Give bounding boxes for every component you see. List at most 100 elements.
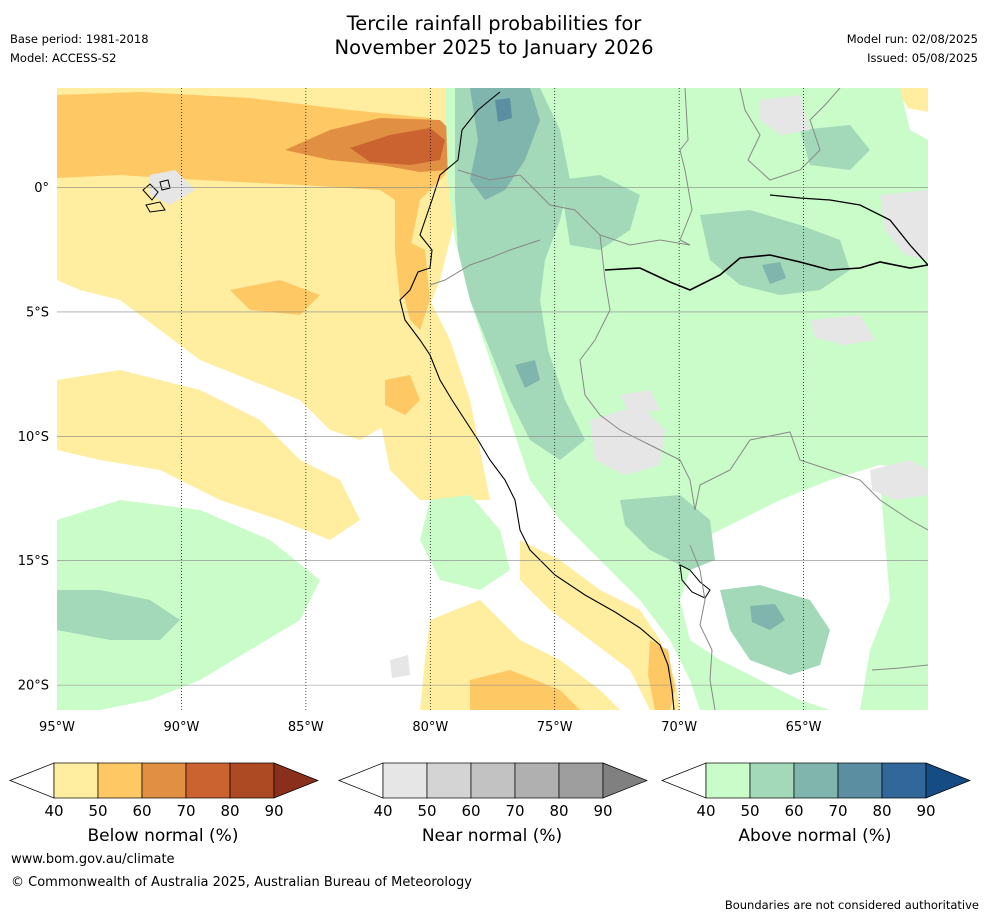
issued-date: Issued: 05/08/2025 (867, 51, 978, 65)
above-60-region-east (700, 210, 850, 295)
colorbar-segment (558, 762, 604, 799)
lon-tick-label: 90°W (163, 720, 199, 735)
colorbar-segment (837, 762, 883, 799)
river-amazon (604, 254, 928, 291)
near-50-region-4 (880, 190, 928, 260)
colorbar-segment (793, 762, 839, 799)
above-70-region-south (750, 604, 785, 630)
above-70-region-central (515, 360, 540, 388)
model-name: Model: ACCESS-S2 (10, 51, 117, 65)
lat-tick-label: 5°S (26, 305, 49, 320)
colorbar-tick-label: 70 (505, 802, 524, 820)
near-normal-areas (150, 95, 928, 678)
colorbar-tick-label: 40 (44, 802, 63, 820)
coastline-north (461, 91, 501, 131)
above-70-region-north (470, 88, 540, 200)
colorbar-tick-label: 60 (132, 802, 151, 820)
map-title: Tercile rainfall probabilities for Novem… (0, 12, 988, 60)
colorbar-segment (229, 762, 275, 799)
below-60-region-south (470, 670, 580, 710)
below-50-region-peru (520, 540, 680, 710)
border-chile-bolivia (871, 664, 928, 671)
colorbar-title-above: Above normal (%) (738, 826, 892, 846)
colorbar-tick-label: 60 (784, 802, 803, 820)
below-80-region (350, 128, 445, 165)
colorbar-below-normal: 40 50 60 70 80 90 (9, 762, 319, 820)
above-60-region-south-2 (720, 585, 830, 675)
below-50-region-coast (380, 300, 490, 500)
colorbar-tick-label: 50 (88, 802, 107, 820)
near-50-region-5 (810, 315, 875, 345)
colorbar-segment (881, 762, 927, 799)
below-60-region-coast-south (648, 640, 675, 710)
above-80-region-north (495, 98, 512, 122)
footer-disclaimer: Boundaries are not considered authoritat… (724, 898, 979, 912)
colorbar-extend-low (338, 762, 384, 799)
lon-tick-label: 65°W (786, 720, 822, 735)
colorbar-tick-label: 70 (828, 802, 847, 820)
above-60-region-west (57, 590, 180, 640)
colorbar-tick-label: 80 (220, 802, 239, 820)
near-50-region-7 (390, 655, 410, 678)
colorbars: 40 50 60 70 80 90 40 50 60 70 80 90 40 50 60 70 80 90 (9, 762, 971, 820)
above-50-region-pacific (420, 495, 510, 590)
colorbar-above-normal: 40 50 60 70 80 90 (661, 762, 971, 820)
lat-tick-label: 0° (34, 181, 49, 196)
colorbar-tick-label: 90 (916, 802, 935, 820)
below-60-region-small-1 (230, 280, 320, 315)
lat-tick-label: 15°S (18, 554, 49, 569)
colorbar-near-normal: 40 50 60 70 80 90 (338, 762, 648, 820)
axis-tick-labels: 95°W 90°W 85°W 80°W 75°W 70°W 65°W 0° 5°S 10°S 15°… (18, 181, 822, 735)
colorbar-title-below: Below normal (%) (87, 826, 239, 846)
geography-lines (142, 88, 928, 710)
colorbar-segment (141, 762, 187, 799)
map-panel (57, 88, 928, 710)
above-normal-areas (57, 88, 928, 710)
border-peru-bolivia (689, 544, 716, 710)
lat-tick-label: 20°S (18, 679, 49, 694)
colorbar-extend-high (602, 762, 648, 799)
lon-tick-label: 85°W (288, 720, 324, 735)
footer-url[interactable]: www.bom.gov.au/climate (11, 852, 175, 867)
below-50-region-central (57, 370, 360, 540)
lat-tick-label: 10°S (18, 430, 49, 445)
border-peru-brazil (579, 234, 696, 511)
below-50-region-ne (895, 88, 928, 112)
colorbar-tick-label: 50 (417, 802, 436, 820)
near-50-region-1 (590, 405, 665, 475)
above-60-region-ne (800, 125, 870, 170)
near-50-region-2 (870, 460, 928, 500)
meta-right: Model run: 02/08/2025 Issued: 05/08/2025 (847, 30, 978, 68)
colorbar-segment (514, 762, 560, 799)
colorbar-tick-label: 80 (872, 802, 891, 820)
colorbar-extend-low (661, 762, 707, 799)
colorbar-segment (470, 762, 516, 799)
near-50-region-8 (620, 390, 660, 415)
colorbar-extend-low (9, 762, 55, 799)
border-venezuela-guyana (739, 88, 841, 181)
lon-tick-label: 95°W (39, 720, 75, 735)
below-60-region-small-2 (385, 375, 420, 415)
above-70-region-east (762, 262, 786, 284)
near-50-region-3 (760, 95, 810, 135)
model-run: Model run: 02/08/2025 (846, 32, 978, 46)
colorbar-segment (53, 762, 99, 799)
colorbar-tick-label: 80 (549, 802, 568, 820)
above-60-region-amazon (560, 175, 640, 250)
footer-copyright: © Commonwealth of Australia 2025, Austra… (11, 875, 472, 890)
border-ecuador-peru (429, 239, 541, 286)
colorbar-tick-label: 70 (176, 802, 195, 820)
title-line-1: Tercile rainfall probabilities for (346, 12, 642, 35)
border-brazil-bolivia (694, 431, 928, 531)
lake-titicaca (679, 564, 711, 599)
colorbar-segment (705, 762, 751, 799)
title-line-2: November 2025 to January 2026 (334, 36, 654, 59)
colorbar-segment (426, 762, 472, 799)
above-50-region-west (57, 500, 320, 710)
base-period: Base period: 1981-2018 (10, 32, 149, 46)
border-colombia-venezuela (679, 88, 693, 246)
lon-tick-label: 75°W (537, 720, 573, 735)
colorbar-tick-label: 60 (461, 802, 480, 820)
colorbar-tick-label: 40 (696, 802, 715, 820)
